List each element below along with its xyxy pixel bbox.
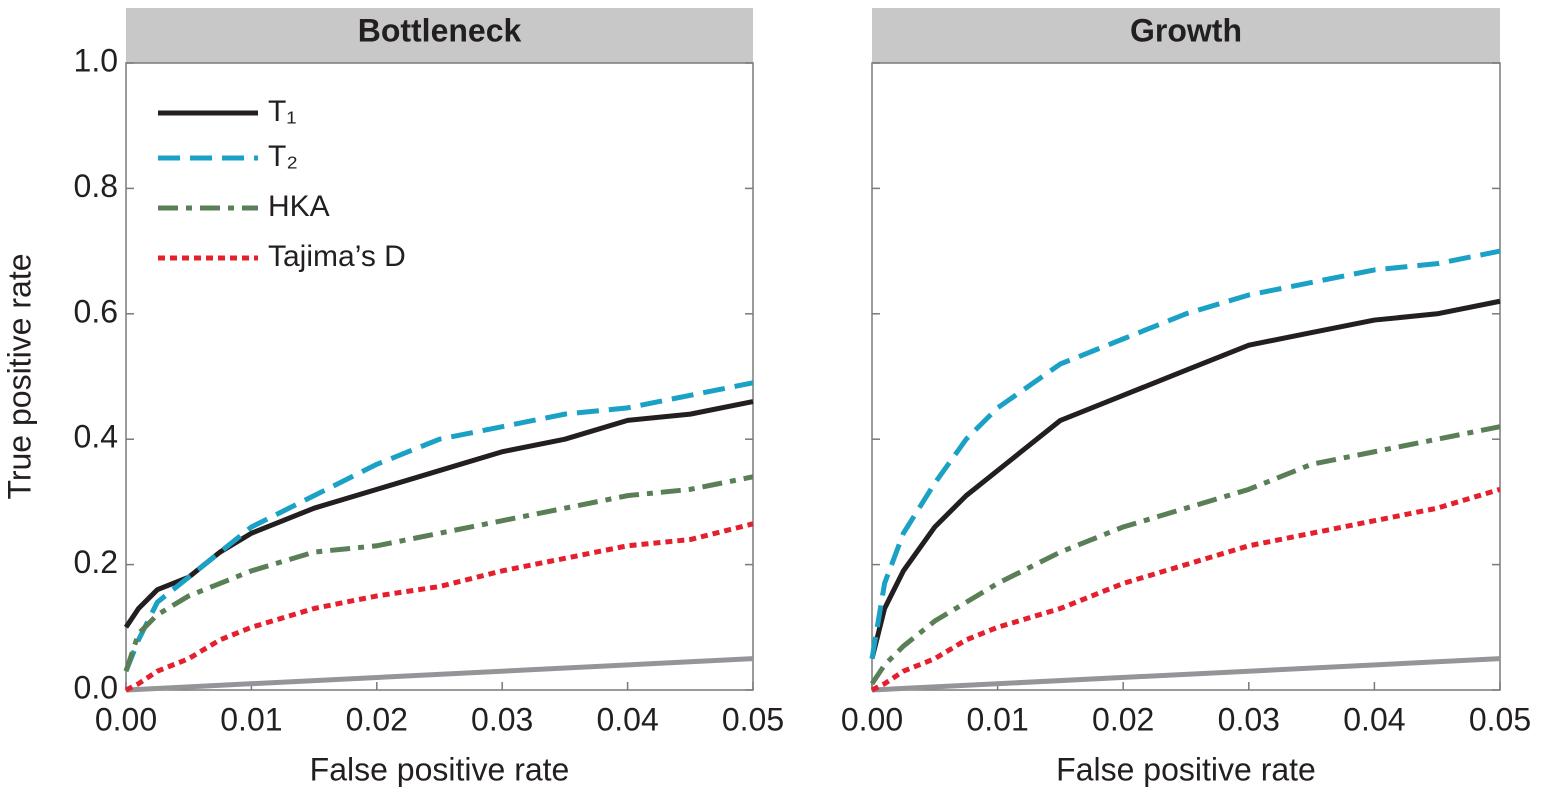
x-tick-label: 0.05 bbox=[722, 701, 784, 737]
x-tick-label: 0.00 bbox=[841, 701, 903, 737]
y-tick-label: 0.2 bbox=[74, 544, 118, 580]
x-tick-label: 0.05 bbox=[1469, 701, 1531, 737]
y-tick-label: 0.0 bbox=[74, 669, 118, 705]
x-axis-label: False positive rate bbox=[310, 751, 570, 787]
x-tick-label: 0.04 bbox=[596, 701, 658, 737]
roc-line bbox=[124, 521, 754, 693]
legend-label: Tajima’s D bbox=[268, 240, 406, 273]
y-tick-label: 0.6 bbox=[74, 293, 118, 329]
x-tick-label: 0.03 bbox=[471, 701, 533, 737]
legend-label: T₁ bbox=[268, 95, 296, 128]
panel-title: Bottleneck bbox=[358, 12, 522, 48]
roc-line bbox=[869, 248, 1501, 660]
y-tick-label: 0.8 bbox=[74, 168, 118, 204]
x-axis-label: False positive rate bbox=[1056, 751, 1316, 787]
plot-frame bbox=[871, 62, 1501, 691]
y-axis-label: True positive rate bbox=[1, 253, 37, 499]
roc-line bbox=[123, 399, 754, 629]
x-tick-label: 0.02 bbox=[1092, 701, 1154, 737]
reference-diagonal bbox=[871, 656, 1501, 693]
x-tick-label: 0.01 bbox=[220, 701, 282, 737]
x-tick-label: 0.00 bbox=[95, 701, 157, 737]
panel-title: Growth bbox=[1130, 12, 1242, 48]
plot-frame bbox=[125, 62, 754, 691]
reference-diagonal bbox=[125, 656, 754, 693]
y-tick-label: 0.4 bbox=[74, 419, 118, 455]
roc-line bbox=[869, 424, 1501, 686]
legend-label: HKA bbox=[268, 190, 330, 223]
roc-line bbox=[123, 380, 754, 673]
x-tick-label: 0.01 bbox=[966, 701, 1028, 737]
legend-label: T₂ bbox=[268, 140, 298, 173]
x-tick-label: 0.04 bbox=[1343, 701, 1405, 737]
roc-line bbox=[869, 298, 1501, 660]
x-tick-label: 0.03 bbox=[1218, 701, 1280, 737]
roc-line bbox=[870, 486, 1501, 693]
strip bbox=[126, 8, 753, 63]
roc-line bbox=[123, 474, 754, 672]
strip bbox=[872, 8, 1500, 63]
x-tick-label: 0.02 bbox=[346, 701, 408, 737]
y-tick-label: 1.0 bbox=[74, 42, 118, 78]
